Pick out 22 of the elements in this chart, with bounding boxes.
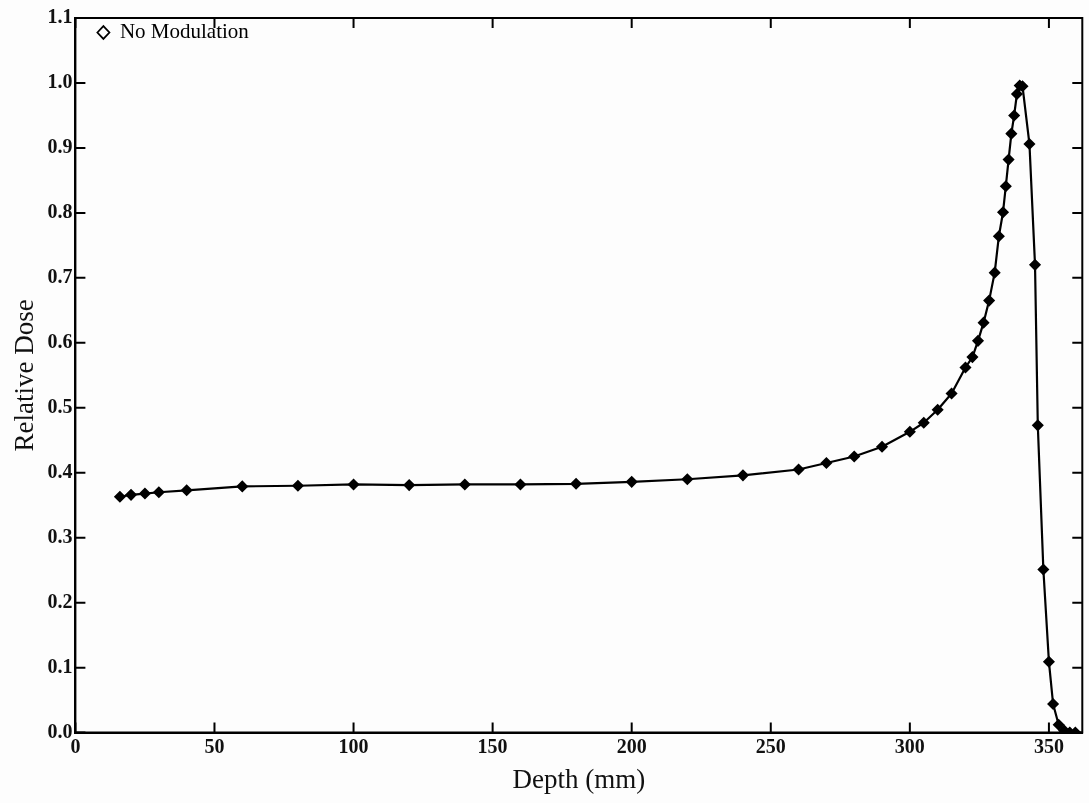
x-tick-label: 200 — [616, 734, 647, 757]
y-tick-label: 0.6 — [47, 329, 73, 352]
y-tick-label: 0.1 — [47, 654, 73, 677]
y-tick-label: 0.2 — [47, 589, 73, 612]
legend-label: No Modulation — [119, 19, 250, 44]
y-tick-label: 0.7 — [47, 265, 73, 288]
y-tick-label: 0.8 — [47, 200, 73, 223]
y-tick-label: 0.4 — [47, 459, 73, 482]
y-tick-label: 1.0 — [47, 70, 73, 93]
y-tick-label: 0.0 — [47, 719, 73, 742]
x-tick-label: 150 — [477, 734, 508, 757]
x-tick-label: 350 — [1033, 734, 1064, 757]
y-tick-label: 0.3 — [47, 524, 73, 547]
y-tick-label: 0.5 — [47, 394, 73, 417]
x-tick-label: 250 — [755, 734, 786, 757]
x-tick-label: 100 — [338, 734, 369, 757]
y-axis-title: Relative Dose — [9, 299, 40, 452]
x-tick-label: 300 — [894, 734, 925, 757]
x-tick-label: 50 — [204, 734, 225, 757]
y-tick-label: 1.1 — [47, 5, 73, 28]
y-tick-label: 0.9 — [47, 135, 73, 158]
x-axis-title: Depth (mm) — [512, 763, 646, 794]
